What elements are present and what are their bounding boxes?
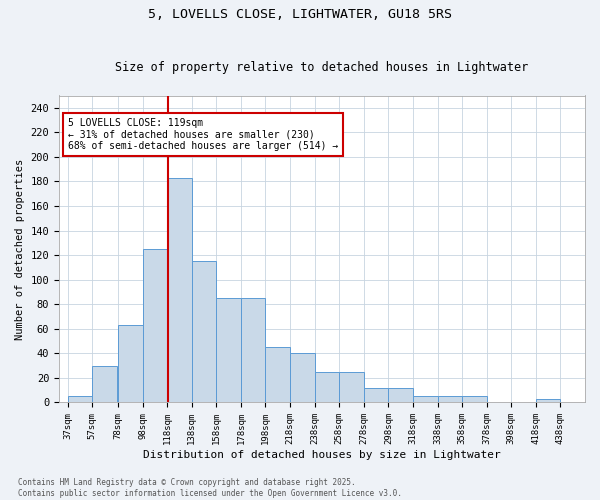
Text: 5, LOVELLS CLOSE, LIGHTWATER, GU18 5RS: 5, LOVELLS CLOSE, LIGHTWATER, GU18 5RS: [148, 8, 452, 20]
Bar: [437, 396, 462, 402]
Bar: [290, 354, 314, 403]
Bar: [314, 372, 339, 402]
Bar: [167, 178, 192, 402]
Text: Contains HM Land Registry data © Crown copyright and database right 2025.
Contai: Contains HM Land Registry data © Crown c…: [18, 478, 402, 498]
Bar: [265, 347, 290, 403]
Bar: [118, 325, 143, 402]
Bar: [536, 399, 560, 402]
Bar: [339, 372, 364, 402]
Bar: [68, 396, 92, 402]
Text: 5 LOVELLS CLOSE: 119sqm
← 31% of detached houses are smaller (230)
68% of semi-d: 5 LOVELLS CLOSE: 119sqm ← 31% of detache…: [68, 118, 338, 151]
Bar: [192, 262, 217, 402]
Bar: [388, 388, 413, 402]
Bar: [462, 396, 487, 402]
Bar: [413, 396, 437, 402]
Bar: [364, 388, 388, 402]
Bar: [92, 366, 117, 403]
Bar: [143, 249, 167, 402]
Y-axis label: Number of detached properties: Number of detached properties: [15, 158, 25, 340]
Bar: [241, 298, 265, 403]
X-axis label: Distribution of detached houses by size in Lightwater: Distribution of detached houses by size …: [143, 450, 501, 460]
Bar: [217, 298, 241, 403]
Title: Size of property relative to detached houses in Lightwater: Size of property relative to detached ho…: [115, 60, 529, 74]
